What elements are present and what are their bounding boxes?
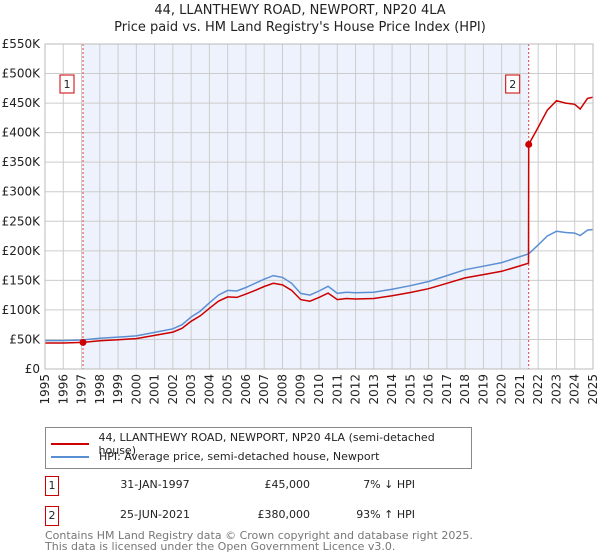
x-tick-label: 2014 — [385, 374, 399, 405]
x-tick-label: 2024 — [568, 374, 582, 405]
sale-marker-label-box — [59, 74, 75, 94]
x-tick-label: 2010 — [312, 374, 326, 405]
sale-point — [79, 338, 87, 346]
footer-licence: This data is licensed under the Open Gov… — [45, 540, 396, 553]
y-tick-label: £250K — [2, 214, 42, 228]
x-tick-label: 2017 — [440, 374, 454, 405]
x-tick-label: 2019 — [476, 374, 490, 405]
legend-swatch-blue — [51, 455, 89, 458]
y-tick-label: £350K — [2, 155, 42, 169]
y-tick-label: £100K — [2, 303, 42, 317]
y-tick-label: £450K — [2, 96, 42, 110]
plot-frame — [44, 43, 594, 370]
legend: 44, LLANTHEWY ROAD, NEWPORT, NP20 4LA (s… — [45, 427, 472, 469]
sale-marker-label: 2 — [509, 78, 516, 91]
x-tick-label: 2002 — [166, 374, 180, 405]
x-tick-label: 2006 — [239, 374, 253, 405]
sale-hpi-diff: 93% ↑ HPI — [356, 508, 415, 521]
x-tick-label: 2021 — [513, 374, 527, 405]
x-tick-label: 2005 — [221, 374, 235, 405]
x-tick-label: 2015 — [403, 374, 417, 405]
legend-label: 44, LLANTHEWY ROAD, NEWPORT, NP20 4LA (s… — [98, 431, 435, 457]
x-tick-label: 2001 — [148, 374, 162, 405]
legend-item-property: 44, LLANTHEWY ROAD, NEWPORT, NP20 4LA (s… — [51, 431, 471, 457]
x-tick-label: 2012 — [349, 374, 363, 405]
x-tick-label: 2022 — [531, 374, 545, 405]
sale-row: 2 25-JUN-2021 £380,000 93% ↑ HPI — [45, 506, 445, 526]
hpi-line — [45, 228, 594, 342]
x-tick-label: 2009 — [294, 374, 308, 405]
x-tick-label: 2016 — [422, 374, 436, 405]
property-price-line — [45, 96, 594, 344]
sale-marker-box: 2 — [45, 506, 59, 526]
plot-area: £0 £50K £100K £150K £200K £250K £300K £350K £400… — [2, 37, 600, 405]
sale-marker-label: 1 — [63, 78, 70, 91]
y-tick-label: £150K — [2, 273, 42, 287]
sale-price: £380,000 — [257, 508, 311, 521]
footer-copyright: Contains HM Land Registry data © Crown c… — [45, 529, 473, 542]
y-tick-label: £500K — [2, 67, 42, 81]
y-tick-label: £200K — [2, 244, 42, 258]
legend-swatch-red — [51, 443, 89, 445]
sale-marker-label-box — [505, 74, 521, 94]
sale-period-shading — [82, 44, 529, 369]
x-tick-label: 2003 — [184, 374, 198, 405]
x-tick-label: 2008 — [275, 374, 289, 405]
legend-item-hpi: HPI: Average price, semi-detached house,… — [51, 450, 379, 463]
y-tick-label: £400K — [2, 126, 42, 140]
y-tick-label: £550K — [2, 37, 42, 51]
sale-price: £45,000 — [264, 478, 311, 491]
chart-subtitle: Price paid vs. HM Land Registry's House … — [114, 20, 486, 35]
y-tick-label: £300K — [2, 185, 42, 199]
x-tick-label: 1998 — [93, 374, 107, 405]
x-tick-label: 2025 — [586, 374, 600, 405]
x-tick-label: 1995 — [38, 374, 52, 405]
sale-point — [525, 140, 533, 148]
x-tick-label: 2007 — [257, 374, 271, 405]
y-tick-label: £0 — [25, 362, 40, 376]
x-tick-label: 2018 — [458, 374, 472, 405]
x-tick-label: 2023 — [549, 374, 563, 405]
x-tick-label: 2020 — [495, 374, 509, 405]
sale-hpi-diff: 7% ↓ HPI — [363, 478, 415, 491]
x-tick-label: 2011 — [330, 374, 344, 405]
sale-date: 31-JAN-1997 — [120, 478, 190, 491]
chart-title: 44, LLANTHEWY ROAD, NEWPORT, NP20 4LA — [154, 3, 446, 18]
sale-marker-box: 1 — [45, 476, 59, 496]
sale-row: 1 31-JAN-1997 £45,000 7% ↓ HPI — [45, 476, 445, 496]
x-tick-label: 1996 — [56, 374, 70, 405]
x-tick-label: 2000 — [129, 374, 143, 405]
sale-date: 25-JUN-2021 — [119, 508, 191, 521]
y-tick-label: £50K — [9, 332, 41, 346]
legend-label: HPI: Average price, semi-detached house,… — [99, 450, 380, 463]
x-tick-label: 1997 — [75, 374, 89, 405]
x-tick-label: 2004 — [202, 374, 216, 405]
x-tick-label: 2013 — [367, 374, 381, 405]
x-tick-label: 1999 — [111, 374, 125, 405]
